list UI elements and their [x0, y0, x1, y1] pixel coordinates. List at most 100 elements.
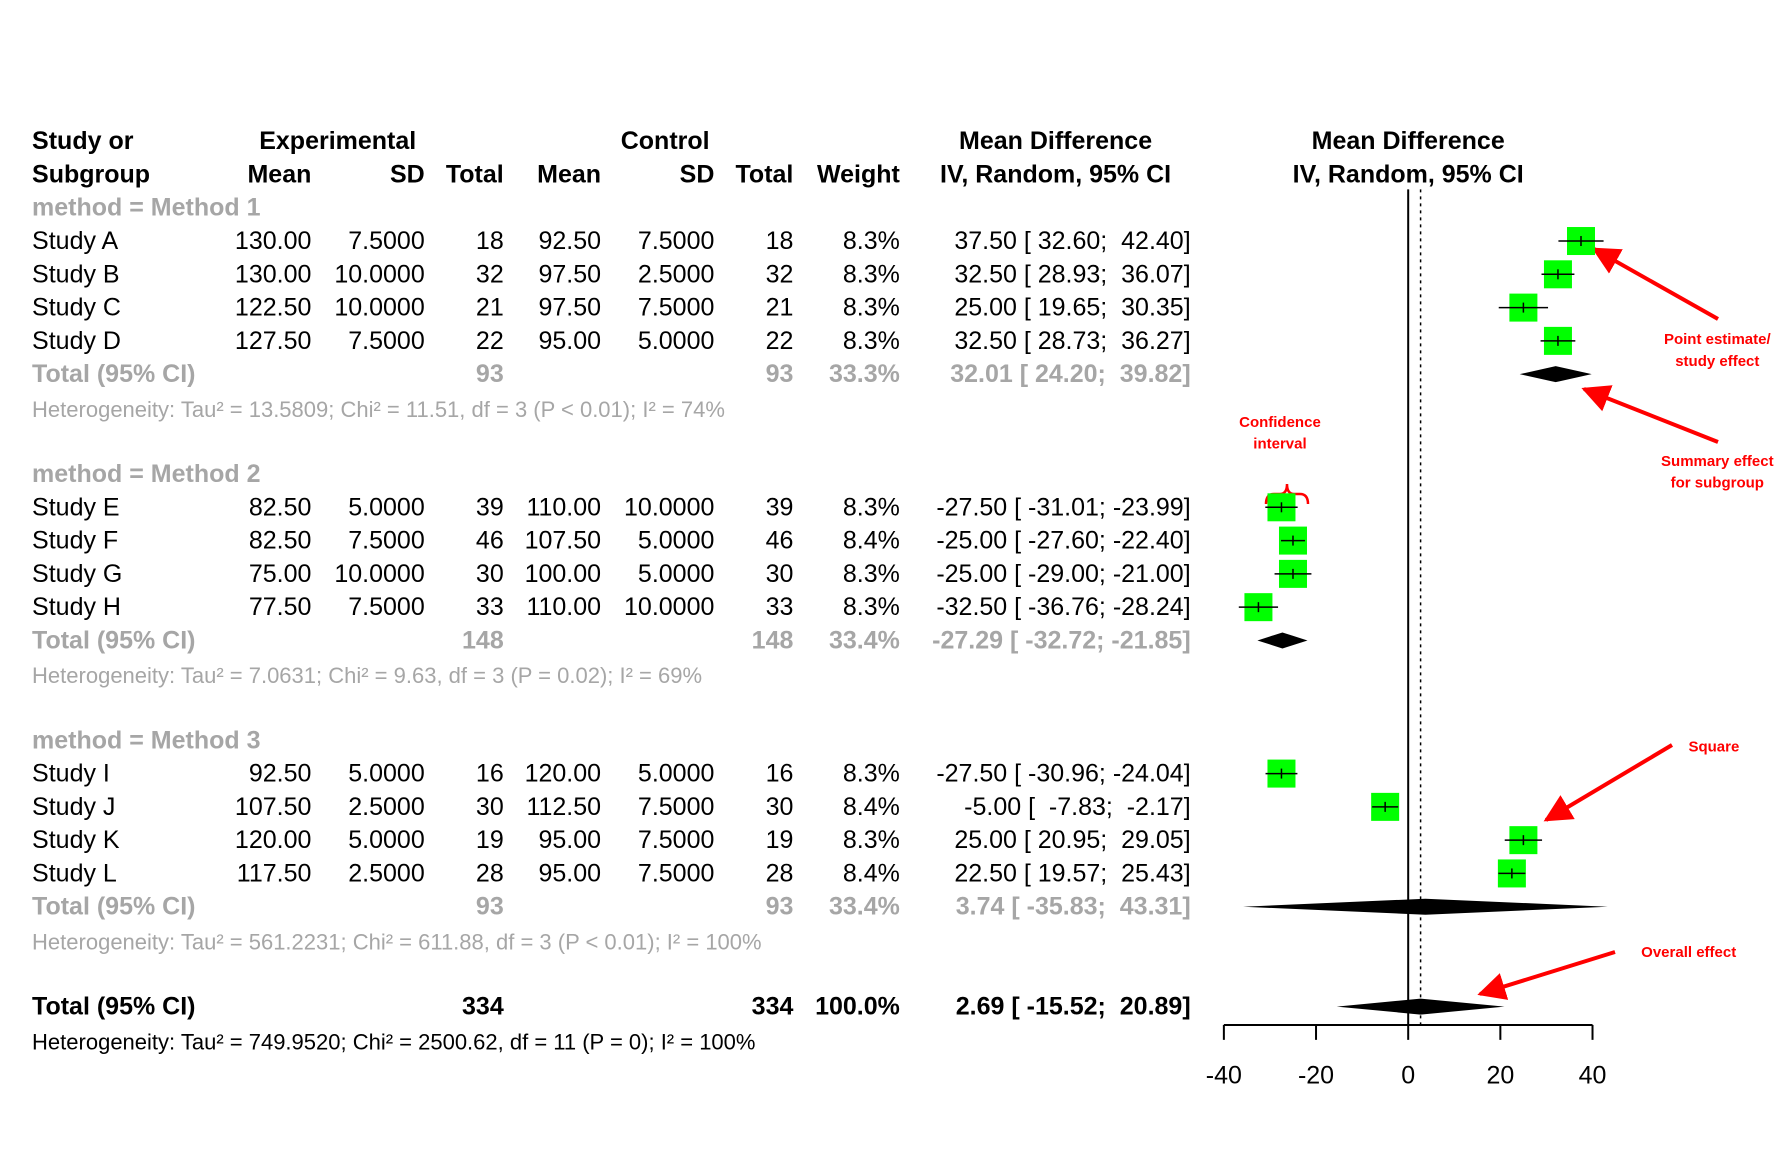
- cell: 5.0000: [348, 493, 424, 521]
- total-label: Total (95% CI): [32, 626, 195, 654]
- header: Mean Difference: [959, 127, 1152, 155]
- study-name: Study B: [32, 260, 120, 288]
- cell: 21: [766, 294, 794, 322]
- cell: 7.5000: [638, 294, 714, 322]
- cell: 30: [476, 560, 504, 588]
- total-cell: 93: [476, 360, 504, 388]
- cell: 21: [476, 294, 504, 322]
- cell: 127.50: [235, 327, 311, 355]
- header: Subgroup: [32, 160, 150, 188]
- cell: 95.00: [538, 327, 601, 355]
- cell: 16: [476, 760, 504, 788]
- cell: 8.3%: [843, 493, 900, 521]
- cell: 107.50: [525, 527, 601, 555]
- group-label: method = Method 2: [32, 460, 260, 488]
- total-cell: 100.0%: [815, 993, 900, 1021]
- study-name: Study C: [32, 294, 121, 322]
- study-name: Study L: [32, 859, 117, 887]
- total-label: Total (95% CI): [32, 993, 195, 1021]
- cell: 10.0000: [334, 560, 424, 588]
- header: SD: [680, 160, 715, 188]
- cell: 122.50: [235, 294, 311, 322]
- cell: 18: [766, 227, 794, 255]
- cell: 33: [476, 593, 504, 621]
- cell: 39: [766, 493, 794, 521]
- cell: 39: [476, 493, 504, 521]
- cell: 8.3%: [843, 760, 900, 788]
- study-name: Study J: [32, 793, 115, 821]
- cell: 130.00: [235, 260, 311, 288]
- effect-ci: -5.00 [ -7.83; -2.17]: [964, 793, 1191, 821]
- total-cell: 148: [752, 626, 794, 654]
- header: IV, Random, 95% CI: [940, 160, 1171, 188]
- cell: 75.00: [249, 560, 312, 588]
- cell: 107.50: [235, 793, 311, 821]
- cell: 10.0000: [624, 593, 714, 621]
- cell: 8.3%: [843, 294, 900, 322]
- cell: 16: [766, 760, 794, 788]
- study-name: Study G: [32, 560, 122, 588]
- header: Study or: [32, 127, 134, 155]
- header: Experimental: [259, 127, 416, 155]
- cell: 117.50: [237, 859, 312, 887]
- cell: 8.4%: [843, 527, 900, 555]
- cell: 32: [766, 260, 794, 288]
- cell: 5.0000: [638, 327, 714, 355]
- cell: 5.0000: [638, 560, 714, 588]
- total-ci: -27.29 [ -32.72; -21.85]: [932, 626, 1190, 654]
- header: Mean: [247, 160, 311, 188]
- cell: 30: [766, 560, 794, 588]
- cell: 110.00: [526, 593, 601, 621]
- cell: 7.5000: [348, 327, 424, 355]
- cell: 97.50: [538, 260, 601, 288]
- total-cell: 33.4%: [829, 893, 900, 921]
- cell: 8.4%: [843, 793, 900, 821]
- cell: 112.50: [526, 793, 601, 821]
- cell: 7.5000: [348, 227, 424, 255]
- heterogeneity: Heterogeneity: Tau² = 13.5809; Chi² = 11…: [32, 397, 725, 422]
- annotation: Confidence: [1239, 414, 1321, 431]
- cell: 7.5000: [348, 527, 424, 555]
- cell: 8.3%: [843, 327, 900, 355]
- effect-ci: 22.50 [ 19.57; 25.43]: [954, 859, 1190, 887]
- group-label: method = Method 1: [32, 194, 261, 222]
- cell: 95.00: [538, 826, 601, 854]
- annotation: Overall effect: [1641, 944, 1736, 961]
- total-ci: 2.69 [ -15.52; 20.89]: [956, 993, 1191, 1021]
- effect-ci: 32.50 [ 28.93; 36.07]: [954, 260, 1190, 288]
- arrow: [1591, 247, 1719, 321]
- total-cell: 33.4%: [829, 626, 900, 654]
- header: Control: [621, 127, 710, 155]
- heterogeneity: Heterogeneity: Tau² = 561.2231; Chi² = 6…: [32, 930, 762, 955]
- cell: 2.5000: [348, 793, 424, 821]
- effect-ci: 32.50 [ 28.73; 36.27]: [954, 327, 1190, 355]
- header: Weight: [817, 160, 901, 188]
- annotation: for subgroup: [1671, 475, 1764, 492]
- cell: 22: [476, 327, 504, 355]
- cell: 8.3%: [843, 227, 900, 255]
- cell: 19: [476, 826, 504, 854]
- header: SD: [390, 160, 425, 188]
- cell: 100.00: [525, 560, 601, 588]
- annotation: interval: [1253, 436, 1306, 453]
- effect-ci: 25.00 [ 19.65; 30.35]: [954, 294, 1190, 322]
- cell: 7.5000: [348, 593, 424, 621]
- cell: 5.0000: [638, 760, 714, 788]
- x-tick-label: -20: [1298, 1061, 1334, 1089]
- summary-diamond: [1336, 998, 1505, 1015]
- study-name: Study H: [32, 593, 121, 621]
- x-tick-label: -40: [1206, 1061, 1242, 1089]
- cell: 130.00: [235, 227, 311, 255]
- total-cell: 93: [766, 893, 794, 921]
- study-name: Study D: [32, 327, 121, 355]
- annotation-arrows: [1264, 247, 1719, 1000]
- heterogeneity: Heterogeneity: Tau² = 7.0631; Chi² = 9.6…: [32, 663, 702, 688]
- total-cell: 334: [752, 993, 794, 1021]
- cell: 5.0000: [638, 527, 714, 555]
- cell: 8.3%: [843, 260, 900, 288]
- cell: 7.5000: [638, 826, 714, 854]
- cell: 8.4%: [843, 859, 900, 887]
- cell: 28: [766, 859, 794, 887]
- study-name: Study F: [32, 527, 118, 555]
- summary-diamond: [1243, 898, 1608, 915]
